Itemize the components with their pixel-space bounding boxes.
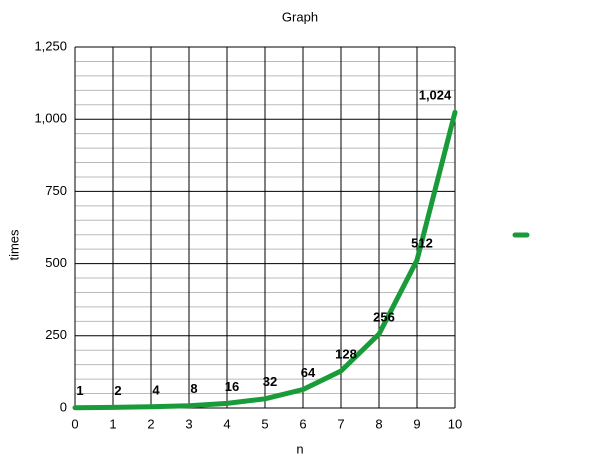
data-label: 2	[114, 383, 121, 398]
x-tick-label: 0	[71, 416, 78, 431]
y-tick-label: 250	[45, 327, 67, 342]
data-label: 8	[190, 381, 197, 396]
y-axis-label: times	[6, 229, 21, 261]
x-tick-label: 10	[448, 416, 462, 431]
y-tick-label: 1,250	[34, 38, 67, 53]
data-label: 32	[263, 374, 277, 389]
data-label: 256	[373, 310, 395, 325]
x-tick-label: 7	[337, 416, 344, 431]
data-label: 4	[152, 382, 160, 397]
x-axis-label: n	[296, 441, 303, 456]
x-tick-label: 3	[185, 416, 192, 431]
x-tick-label: 2	[147, 416, 154, 431]
x-tick-label: 5	[261, 416, 268, 431]
x-tick-label: 6	[299, 416, 306, 431]
y-tick-label: 500	[45, 255, 67, 270]
data-label: 1	[76, 383, 83, 398]
x-tick-label: 4	[223, 416, 230, 431]
data-label: 512	[411, 236, 433, 251]
data-label: 1,024	[419, 88, 452, 103]
x-tick-label: 9	[413, 416, 420, 431]
data-line	[72, 109, 458, 411]
data-label: 128	[335, 346, 357, 361]
y-tick-label: 0	[60, 399, 67, 414]
y-tick-label: 750	[45, 183, 67, 198]
y-tick-label: 1,000	[34, 111, 67, 126]
x-tick-label: 1	[109, 416, 116, 431]
data-label: 16	[225, 379, 239, 394]
x-tick-label: 8	[375, 416, 382, 431]
chart-title: Graph	[282, 9, 318, 24]
data-label: 64	[301, 365, 316, 380]
